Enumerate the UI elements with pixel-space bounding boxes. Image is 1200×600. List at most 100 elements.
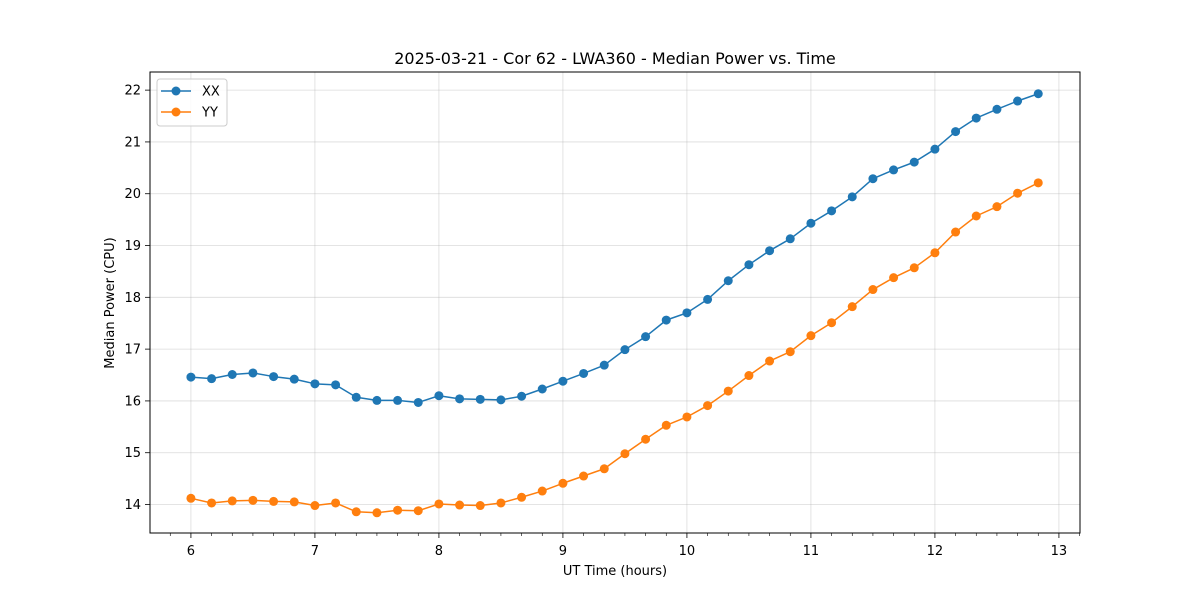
data-point-yy xyxy=(971,211,981,221)
x-tick-label: 7 xyxy=(311,544,319,559)
data-point-yy xyxy=(868,285,878,295)
data-point-yy xyxy=(703,401,713,411)
chart-title: 2025-03-21 - Cor 62 - LWA360 - Median Po… xyxy=(394,49,836,68)
data-point-xx xyxy=(413,397,423,407)
y-tick-label: 20 xyxy=(124,187,141,202)
data-point-yy xyxy=(1033,178,1043,188)
x-tick-label: 6 xyxy=(187,544,195,559)
data-point-xx xyxy=(372,395,382,405)
data-point-xx xyxy=(599,360,609,370)
data-point-yy xyxy=(413,506,423,516)
series-yy xyxy=(186,178,1043,518)
data-point-xx xyxy=(930,144,940,154)
data-point-yy xyxy=(207,498,217,508)
y-tick-label: 19 xyxy=(124,239,141,254)
data-point-xx xyxy=(847,192,857,202)
legend-marker-yy xyxy=(171,107,181,117)
data-point-yy xyxy=(269,496,279,506)
legend-marker-xx xyxy=(171,86,181,96)
data-point-xx xyxy=(269,372,279,382)
data-point-yy xyxy=(930,248,940,258)
x-tick-label: 13 xyxy=(1051,544,1068,559)
data-point-xx xyxy=(806,218,816,228)
data-point-yy xyxy=(992,202,1002,212)
data-point-xx xyxy=(951,127,961,137)
data-point-xx xyxy=(971,113,981,123)
data-point-yy xyxy=(455,500,465,510)
data-point-yy xyxy=(909,263,919,273)
series-xx xyxy=(186,89,1043,407)
data-point-yy xyxy=(827,318,837,328)
data-point-yy xyxy=(372,508,382,518)
y-tick-label: 16 xyxy=(124,394,141,409)
y-tick-label: 14 xyxy=(124,498,141,513)
data-point-xx xyxy=(765,246,775,256)
legend-label-yy: YY xyxy=(201,106,218,121)
data-point-xx xyxy=(579,368,589,378)
y-tick-label: 18 xyxy=(124,291,141,306)
data-point-yy xyxy=(641,434,651,444)
y-tick-label: 17 xyxy=(124,343,141,358)
data-point-yy xyxy=(723,386,733,396)
axis-ticks: 6 7 8 9 10 11 12 13 14 15 16 17 18 19 20 21 22 xyxy=(124,84,1080,559)
data-point-xx xyxy=(248,368,258,378)
plot-area-frame xyxy=(149,71,1081,534)
data-point-yy xyxy=(1013,188,1023,198)
data-point-xx xyxy=(289,374,299,384)
legend-item-xx: XX xyxy=(161,85,220,100)
data-point-xx xyxy=(744,260,754,270)
data-point-xx xyxy=(827,206,837,216)
data-point-yy xyxy=(579,471,589,481)
legend-item-yy: YY xyxy=(161,106,218,121)
legend: XX YY xyxy=(156,78,228,127)
data-point-xx xyxy=(661,315,671,325)
data-point-yy xyxy=(765,356,775,366)
data-point-xx xyxy=(558,376,568,386)
data-point-xx xyxy=(620,345,630,355)
legend-label-xx: XX xyxy=(202,85,220,100)
data-point-xx xyxy=(186,372,196,382)
data-point-xx xyxy=(682,308,692,318)
data-point-yy xyxy=(227,496,237,506)
data-point-yy xyxy=(475,501,485,511)
data-point-xx xyxy=(475,394,485,404)
data-point-yy xyxy=(806,331,816,341)
data-point-yy xyxy=(496,498,506,508)
data-point-xx xyxy=(310,379,320,389)
data-point-xx xyxy=(351,392,361,402)
data-point-yy xyxy=(331,498,341,508)
data-point-xx xyxy=(723,276,733,286)
data-point-xx xyxy=(331,380,341,390)
data-point-xx xyxy=(537,384,547,394)
y-axis-label: Median Power (CPU) xyxy=(103,237,118,368)
data-point-yy xyxy=(682,412,692,422)
data-point-xx xyxy=(785,234,795,244)
data-point-yy xyxy=(847,302,857,312)
y-tick-label: 22 xyxy=(124,84,141,99)
data-point-yy xyxy=(434,499,444,509)
data-point-yy xyxy=(889,273,899,283)
x-tick-label: 9 xyxy=(559,544,567,559)
data-point-xx xyxy=(207,374,217,384)
data-point-yy xyxy=(558,478,568,488)
data-point-xx xyxy=(909,157,919,167)
data-point-yy xyxy=(620,449,630,459)
data-point-yy xyxy=(517,492,527,502)
x-tick-label: 8 xyxy=(435,544,443,559)
data-point-yy xyxy=(537,486,547,496)
x-tick-label: 10 xyxy=(679,544,696,559)
x-axis-label: UT Time (hours) xyxy=(563,564,667,579)
data-point-yy xyxy=(289,497,299,507)
data-point-xx xyxy=(227,369,237,379)
x-tick-label: 11 xyxy=(803,544,820,559)
series-layer xyxy=(186,89,1043,518)
y-tick-label: 21 xyxy=(124,135,141,150)
data-point-xx xyxy=(703,294,713,304)
data-point-yy xyxy=(393,505,403,515)
y-tick-label: 15 xyxy=(124,446,141,461)
data-point-xx xyxy=(868,174,878,184)
data-point-yy xyxy=(351,507,361,517)
data-point-yy xyxy=(310,501,320,511)
data-point-yy xyxy=(248,495,258,505)
data-point-yy xyxy=(661,420,671,430)
